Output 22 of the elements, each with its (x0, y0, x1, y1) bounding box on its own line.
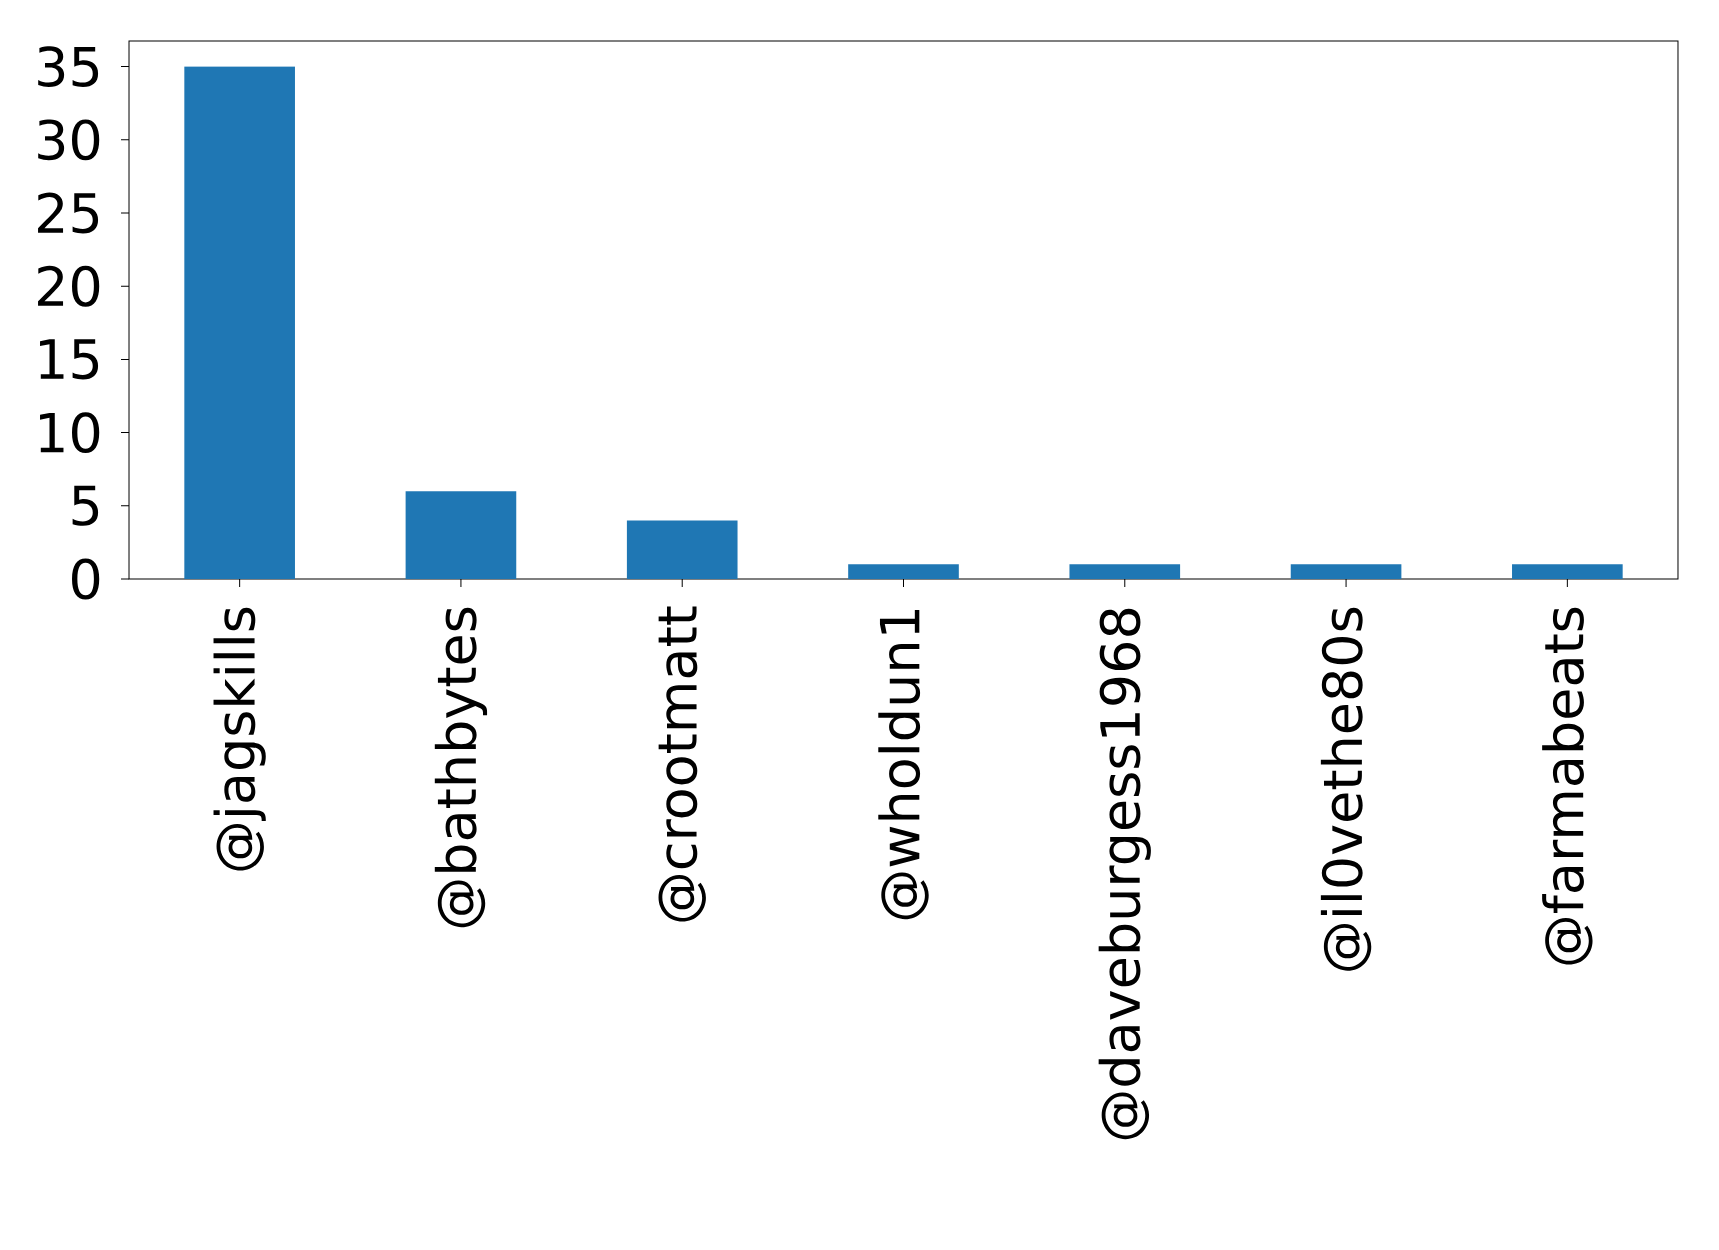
y-tick-label: 0 (72, 558, 100, 600)
x-tick-label: @farmabeats (1542, 607, 1593, 965)
x-tick-label: @crootmatt (658, 606, 706, 922)
y-tick-label: 20 (38, 265, 100, 307)
x-tick-label: @il0vethe80s (1320, 607, 1372, 971)
bar (848, 564, 959, 579)
y-tick-label: 5 (72, 485, 99, 526)
bar (1290, 564, 1402, 579)
x-tick-label: @daveburgess1968 (1098, 608, 1151, 1140)
x-tick-label: @jagskills (213, 607, 266, 871)
y-tick-label: 15 (40, 339, 99, 380)
bar (184, 66, 295, 579)
bar (626, 520, 738, 579)
bar (1069, 564, 1181, 579)
y-tick-label: 30 (38, 119, 100, 161)
y-tick-label: 10 (40, 412, 100, 454)
x-tick-label: @wholdun1 (878, 610, 929, 920)
bar (1512, 564, 1623, 579)
y-tick-label: 35 (38, 46, 99, 88)
x-tick-label: @bathbytes (434, 607, 488, 928)
y-tick-label: 25 (38, 192, 99, 234)
bar (405, 491, 517, 579)
